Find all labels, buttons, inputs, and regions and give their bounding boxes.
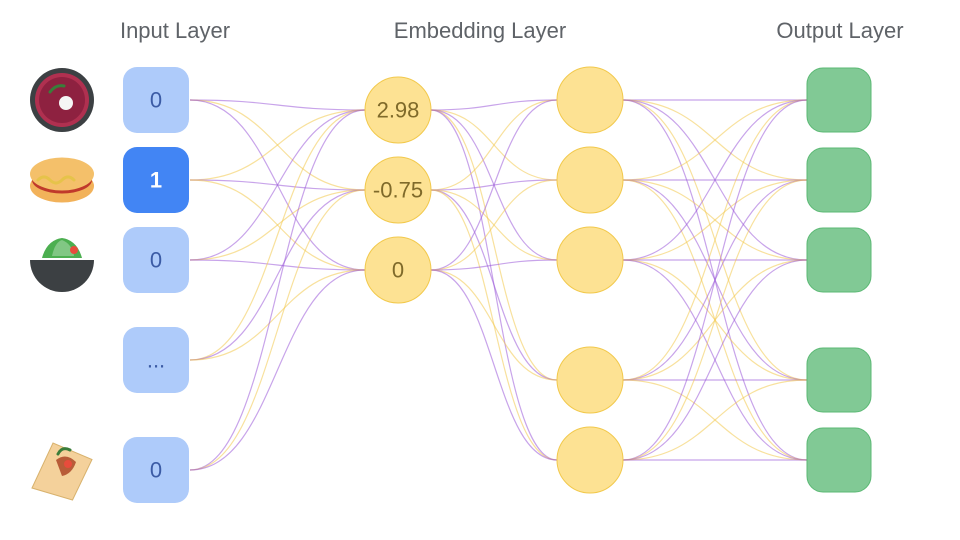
connection-edge — [190, 270, 365, 470]
connection-edge — [190, 190, 365, 470]
connection-edge — [190, 190, 365, 360]
embedding-node-value: -0.75 — [373, 178, 423, 203]
hidden-node — [557, 147, 623, 213]
input-node-value: 0 — [150, 88, 162, 113]
connection-edge — [623, 180, 807, 260]
connection-edge — [431, 100, 557, 190]
connection-edge — [623, 100, 807, 460]
connection-edge — [190, 100, 365, 110]
connection-edge — [190, 270, 365, 360]
connection-edge — [190, 110, 365, 180]
connection-edge — [431, 180, 557, 270]
hidden-node — [557, 427, 623, 493]
connection-edge — [623, 180, 807, 460]
connection-edge — [190, 110, 365, 260]
connection-edge — [190, 110, 365, 360]
input-node-value: 0 — [150, 248, 162, 273]
hidden-node — [557, 347, 623, 413]
connection-edge — [190, 260, 365, 270]
borscht-icon — [30, 68, 94, 132]
output-node — [807, 68, 871, 132]
shawarma-icon — [32, 443, 92, 500]
input-layer-title: Input Layer — [120, 18, 230, 43]
connection-edge — [431, 100, 557, 110]
input-node-value: ... — [147, 348, 165, 373]
connection-edge — [190, 110, 365, 470]
connection-edge — [431, 110, 557, 380]
input-node-value: 0 — [150, 458, 162, 483]
embedding-node-value: 2.98 — [377, 98, 420, 123]
connection-edge — [431, 270, 557, 460]
hotdog-icon — [30, 158, 94, 203]
connection-edge — [623, 260, 807, 460]
output-node — [807, 148, 871, 212]
connection-edge — [623, 100, 807, 380]
output-node — [807, 228, 871, 292]
connection-edge — [431, 190, 557, 380]
embedding-node-value: 0 — [392, 258, 404, 283]
edges-group — [190, 100, 807, 470]
hidden-node — [557, 227, 623, 293]
hidden-node — [557, 67, 623, 133]
output-node — [807, 348, 871, 412]
salad-icon — [30, 238, 94, 292]
output-node — [807, 428, 871, 492]
input-node-value: 1 — [150, 168, 162, 193]
embedding-layer-title: Embedding Layer — [394, 18, 566, 43]
output-layer-title: Output Layer — [776, 18, 903, 43]
connection-edge — [431, 260, 557, 270]
